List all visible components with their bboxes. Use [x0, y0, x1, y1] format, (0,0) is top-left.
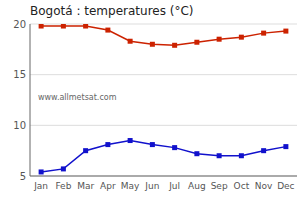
point	[194, 151, 199, 156]
point	[283, 29, 288, 34]
x-tick-label: Sep	[211, 181, 228, 191]
point	[283, 144, 288, 149]
point	[261, 148, 266, 153]
x-tick-label: Apr	[100, 181, 116, 191]
y-tick-label: 5	[20, 171, 26, 182]
point	[128, 39, 133, 44]
point	[172, 43, 177, 48]
point	[61, 24, 66, 29]
plot-area	[39, 24, 289, 174]
y-tick-label: 20	[13, 19, 26, 30]
point	[239, 35, 244, 40]
x-tick-label: Feb	[55, 181, 71, 191]
x-tick-label: Oct	[234, 181, 250, 191]
point	[217, 37, 222, 42]
point	[105, 142, 110, 147]
annotation: www.allmetsat.com	[38, 93, 117, 102]
point	[172, 145, 177, 150]
x-tick-label: Nov	[255, 181, 273, 191]
series-line	[41, 141, 286, 172]
chart: Bogotá : temperatures (°C) 5 10 15 20 Jan Feb M…	[0, 0, 305, 200]
x-tick-label: Jan	[33, 181, 48, 191]
x-tick-label: May	[121, 181, 140, 191]
y-tick-label: 10	[13, 120, 26, 131]
point	[39, 169, 44, 174]
point	[239, 153, 244, 158]
grid-line	[30, 176, 297, 177]
x-axis	[30, 176, 297, 177]
x-tick-label: Mar	[77, 181, 94, 191]
y-axis	[30, 24, 31, 176]
point	[261, 31, 266, 36]
x-tick-label: Aug	[188, 181, 206, 191]
x-tick-label: Jun	[144, 181, 159, 191]
point	[83, 148, 88, 153]
point	[83, 24, 88, 29]
chart-container: Bogotá : temperatures (°C) 5 10 15 20 Jan Feb M…	[0, 0, 305, 200]
point	[39, 24, 44, 29]
point	[217, 153, 222, 158]
point	[150, 142, 155, 147]
x-tick-label: Dec	[277, 181, 294, 191]
point	[194, 40, 199, 45]
grid-line	[30, 125, 297, 126]
point	[105, 28, 110, 33]
point	[61, 166, 66, 171]
y-tick-label: 15	[13, 69, 26, 80]
grid-line	[30, 74, 297, 75]
x-tick-label: Jul	[168, 181, 180, 191]
title: Bogotá : temperatures (°C)	[30, 4, 194, 18]
point	[150, 42, 155, 47]
series-line	[41, 26, 286, 45]
point	[128, 138, 133, 143]
grid-line	[30, 24, 297, 25]
